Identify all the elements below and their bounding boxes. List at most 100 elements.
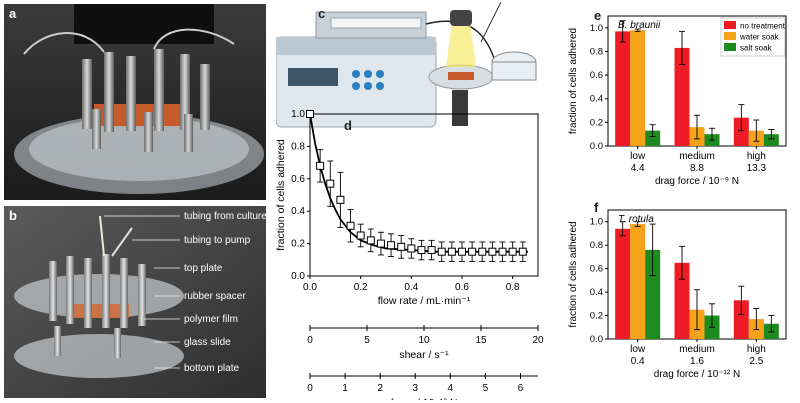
data-point (498, 247, 507, 256)
data-point (387, 241, 396, 250)
data-point (488, 247, 497, 256)
data-point (518, 247, 527, 256)
x-tick-label: 0.4 (404, 282, 418, 293)
secondary-axis-label: force / 10⁻¹² N (391, 397, 458, 400)
panel-b-letter: b (9, 208, 17, 223)
y-axis-label: fraction of cells adhered (568, 221, 579, 327)
data-point (468, 247, 477, 256)
chart-d-flow-rate: 0.0 0.2 0.4 0.6 0.8 1.0 0.0 0.2 0.4 0.6 0.8 flow ra… (275, 109, 544, 400)
x-axis-label: flow rate / mL·min⁻¹ (378, 295, 471, 307)
data-point (306, 110, 314, 118)
data-point (356, 231, 365, 240)
x-axis-label: drag force / 10⁻⁹ N (655, 176, 739, 187)
category-label: high (747, 151, 766, 162)
legend-label: salt soak (740, 44, 773, 53)
category-value-label: 4.4 (631, 163, 645, 174)
data-point (508, 247, 517, 256)
pump-setup-illustration (276, 2, 537, 128)
category-value-label: 2.5 (749, 356, 763, 367)
y-tick-label: 1.0 (291, 109, 305, 120)
x-tick-label: 0.2 (354, 282, 368, 293)
secondary-axis-tick-label: 5 (483, 383, 489, 394)
category-label: low (630, 151, 646, 162)
y-tick-label: 0.4 (291, 206, 305, 217)
panel-d-letter: d (344, 118, 352, 133)
photo-panel-b (4, 206, 266, 398)
y-tick-label: 0.0 (291, 271, 305, 282)
legend-swatch (724, 43, 736, 51)
panel-b-label: top plate (184, 263, 223, 274)
data-point (427, 246, 436, 255)
secondary-axis-tick-label: 10 (418, 335, 430, 346)
bar (763, 134, 779, 146)
category-label: medium (679, 151, 715, 162)
bar (674, 262, 690, 339)
y-tick-label: 0.4 (590, 94, 603, 105)
legend-swatch (724, 21, 736, 29)
plot-frame (309, 113, 539, 277)
category-label: low (630, 344, 646, 355)
data-point (397, 242, 406, 251)
y-axis-label: fraction of cells adhered (275, 139, 287, 251)
legend-label: no treatment (740, 22, 786, 31)
y-tick-label: 0.8 (590, 46, 603, 57)
secondary-axis-tick-label: 0 (307, 383, 313, 394)
y-tick-label: 0.0 (590, 141, 603, 152)
secondary-axis-tick-label: 4 (448, 383, 454, 394)
panel-c-letter: c (318, 6, 326, 21)
category-value-label: 8.8 (690, 163, 704, 174)
secondary-axis-tick-label: 0 (307, 335, 313, 346)
y-axis-label: fraction of cells adhered (568, 28, 579, 134)
panel-f-letter: f (594, 200, 599, 215)
y-tick-label: 0.2 (291, 239, 305, 250)
panel-e-letter: e (594, 8, 602, 23)
y-tick-label: 0.6 (590, 70, 603, 81)
bar (674, 47, 690, 147)
x-tick-label: 0.0 (303, 282, 317, 293)
bar (615, 31, 631, 147)
data-point (346, 221, 355, 230)
y-tick-label: 0.8 (291, 141, 305, 152)
secondary-axis-tick-label: 5 (364, 335, 370, 346)
bar (630, 224, 646, 339)
category-label: medium (679, 344, 715, 355)
panel-b-label: bottom plate (184, 363, 240, 374)
photo-panel-a (4, 4, 266, 200)
y-tick-label: 0.8 (590, 240, 603, 251)
y-tick-label: 0.6 (291, 174, 305, 185)
x-axis-label: drag force / 10⁻¹² N (654, 369, 740, 380)
secondary-axis-tick-label: 20 (532, 335, 544, 346)
bar (733, 300, 749, 339)
secondary-axis-tick-label: 15 (475, 335, 487, 346)
y-tick-label: 0.2 (590, 117, 603, 128)
secondary-axis-tick-label: 2 (377, 383, 383, 394)
panel-b-label: tubing from culture (184, 211, 267, 222)
category-value-label: 13.3 (747, 163, 767, 174)
secondary-axis-label: shear / s⁻¹ (399, 349, 449, 361)
device-photo (4, 4, 266, 200)
chart-f-t-rotula: 0.0 0.2 0.4 0.6 0.8 1.0 fraction of cells adhe… (568, 209, 787, 380)
secondary-axis-tick-label: 1 (342, 383, 348, 394)
y-tick-label: 1.0 (590, 217, 603, 228)
legend-label: water soak (739, 33, 780, 42)
x-tick-label: 0.8 (506, 282, 520, 293)
bar (615, 228, 631, 339)
x-tick-label: 0.6 (455, 282, 469, 293)
data-point (366, 236, 375, 245)
chart-e-b-braunii: 0.0 0.2 0.4 0.6 0.8 1.0 fraction of cells adhe… (568, 15, 787, 187)
y-tick-label: 1.0 (590, 23, 603, 34)
panel-a-letter: a (9, 6, 17, 21)
secondary-axis-tick-label: 6 (518, 383, 524, 394)
data-point (316, 161, 325, 170)
bar (645, 249, 661, 339)
category-value-label: 1.6 (690, 356, 704, 367)
y-tick-label: 0.0 (590, 334, 603, 345)
panel-b-label: glass slide (184, 337, 231, 348)
category-value-label: 0.4 (631, 356, 645, 367)
y-tick-label: 0.2 (590, 311, 603, 322)
category-label: high (747, 344, 766, 355)
chart-title: B. braunii (618, 20, 661, 31)
chart-title: T. rotula (618, 214, 654, 225)
bar (733, 117, 749, 146)
legend-swatch (724, 32, 736, 40)
